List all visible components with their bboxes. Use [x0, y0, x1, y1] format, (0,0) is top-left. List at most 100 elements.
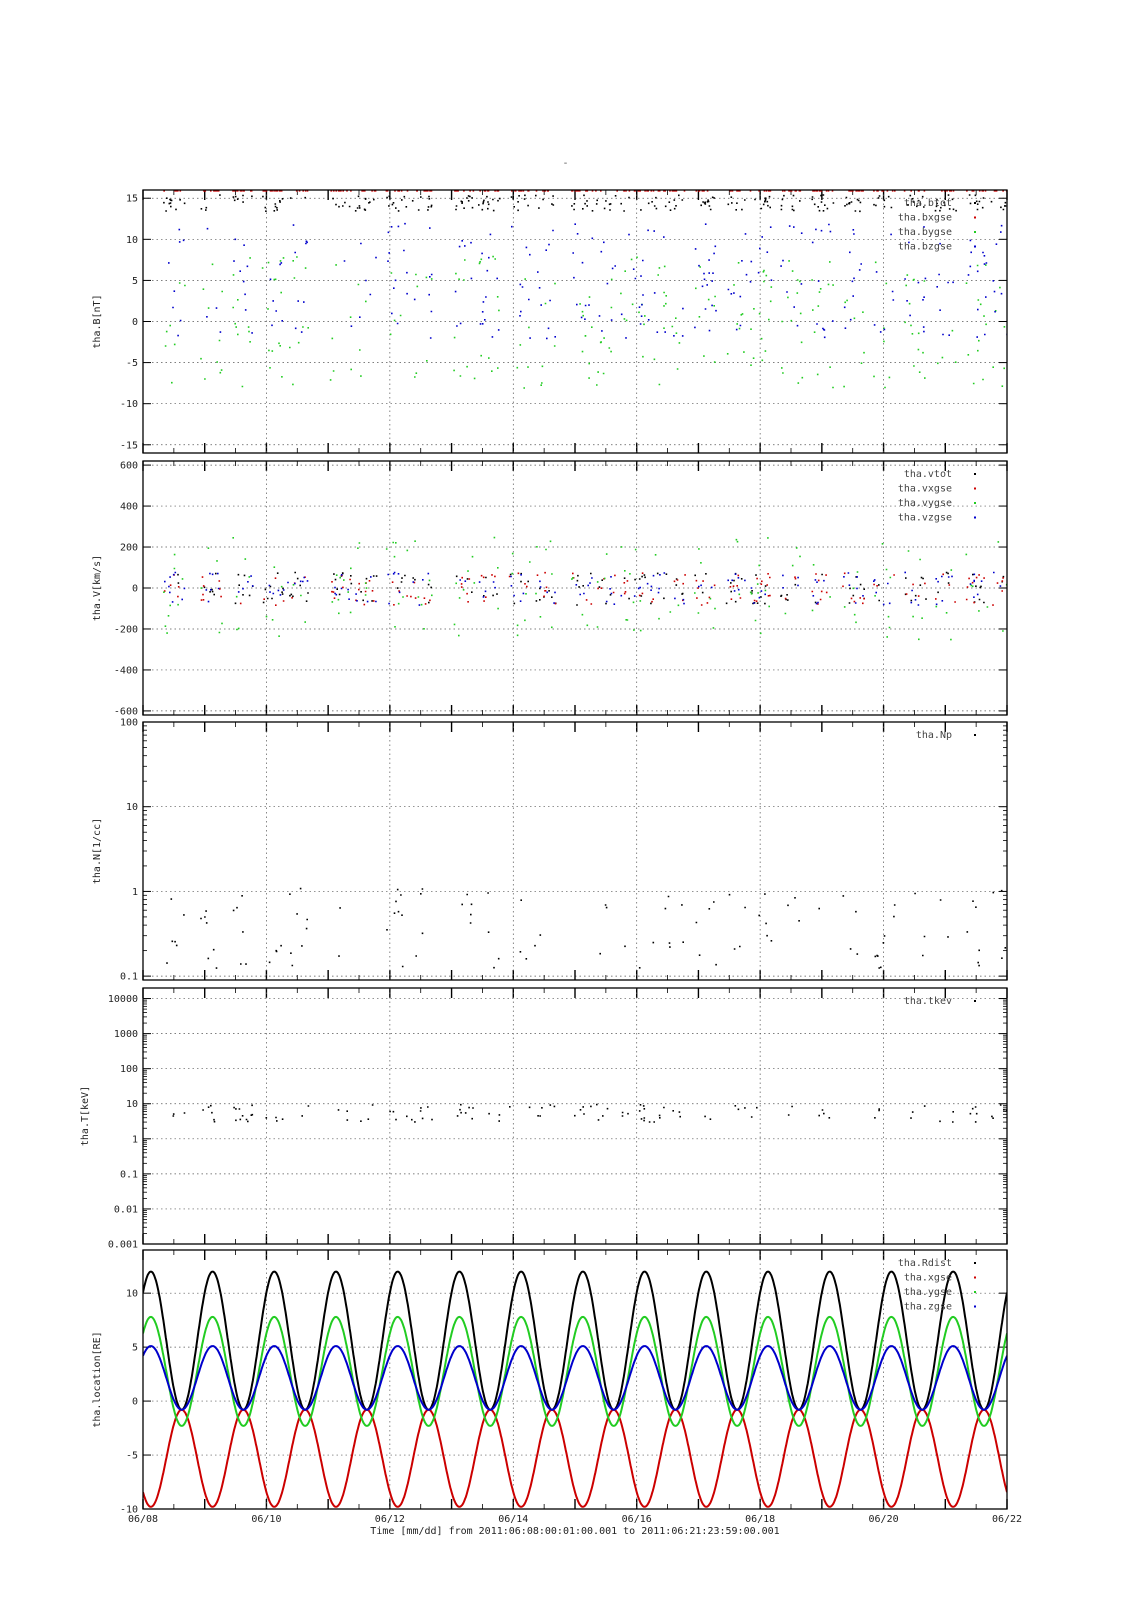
legend-marker [974, 734, 976, 736]
series-points-tha.bygse [164, 255, 1006, 389]
legend-marker [974, 1262, 976, 1264]
y-tick-label: 0.01 [114, 1204, 138, 1215]
y-tick-label: 5 [132, 276, 138, 287]
y-axis-label: tha.T[keV] [80, 1086, 91, 1146]
legend-entry-tha.bxgse: tha.bxgse [898, 213, 952, 224]
panel-5: -10 -5 0 5 10 tha.location[RE] tha.Rdist tha.xg… [92, 1249, 1008, 1516]
x-tick-label: 06/10 [251, 1514, 281, 1525]
legend-marker [974, 216, 976, 219]
series-line-tha.zgse [143, 1345, 1007, 1411]
plot-area [166, 887, 1007, 969]
y-tick-label: 5 [132, 1343, 138, 1354]
legend-marker [974, 202, 976, 204]
y-tick-label: 400 [120, 502, 138, 513]
legend-marker [974, 502, 976, 504]
y-tick-label: 0.001 [108, 1240, 138, 1251]
y-tick-label: -400 [114, 665, 138, 676]
series-line-tha.xgse [143, 1408, 1007, 1508]
y-tick-label: 600 [120, 461, 138, 472]
series-points-tha.vtot [177, 571, 1005, 606]
y-axis-label: tha.location[RE] [92, 1331, 103, 1427]
y-tick-label: 100 [120, 1064, 138, 1075]
legend-marker [974, 1291, 976, 1293]
legend-marker [974, 1000, 976, 1002]
plot-area [143, 1270, 1007, 1508]
panel-1: -15 -10 -5 0 5 10 15 tha.B[nT] tha.btot tha.bxgse… [92, 189, 1008, 454]
series-line-tha.Rdist [143, 1270, 1007, 1411]
x-axis-label: Time [mm/dd] from 2011:06:08:00:01:00.00… [370, 1526, 779, 1537]
page-title: - [562, 158, 569, 169]
series-points-tha.bzgse [168, 222, 1007, 340]
y-tick-label: -10 [120, 1505, 138, 1516]
legend-marker [974, 1276, 976, 1279]
series-line-tha.ygse [143, 1315, 1007, 1427]
series-points-tha.Np [166, 887, 1007, 969]
y-tick-label: -5 [126, 358, 138, 369]
series-points-tha.tkev [172, 1103, 1007, 1123]
legend-entry-tha.Rdist: tha.Rdist [898, 1258, 952, 1269]
legend-entry-tha.zgse: tha.zgse [904, 1302, 952, 1313]
x-tick-label: 06/18 [745, 1514, 775, 1525]
panel-frame [142, 460, 1008, 716]
series-points-tha.vxgse [163, 571, 1004, 606]
x-tick-label: 06/12 [375, 1514, 405, 1525]
panel-3: 0.1 1 10 100 tha.N[1/cc] tha.Np [92, 718, 1008, 983]
x-tick-label: 06/14 [498, 1514, 528, 1525]
legend-entry-tha.vzgse: tha.vzgse [898, 513, 952, 524]
legend-marker [974, 487, 976, 490]
y-tick-label: 1 [132, 1134, 138, 1145]
legend-entry-tha.btot: tha.btot [904, 198, 952, 209]
y-tick-label: -600 [114, 706, 138, 717]
plot-area [163, 190, 1007, 389]
panel-frame [142, 987, 1008, 1245]
y-axis-label: tha.V[km/s] [92, 555, 103, 621]
legend-entry-tha.bygse: tha.bygse [898, 227, 952, 238]
x-tick-label: 06/22 [992, 1514, 1022, 1525]
y-tick-label: 10 [126, 802, 138, 813]
legend-entry-tha.vygse: tha.vygse [898, 498, 952, 509]
legend-marker [974, 473, 976, 475]
panel-frame [142, 189, 1008, 454]
x-tick-label: 06/08 [128, 1514, 158, 1525]
y-tick-label: 10 [126, 235, 138, 246]
y-tick-label: 0 [132, 1397, 138, 1408]
panel-frame [142, 721, 1008, 981]
plot-area [172, 1103, 1007, 1123]
plot-area [163, 536, 1007, 641]
y-axis-label: tha.N[1/cc] [92, 818, 103, 884]
y-tick-label: 0 [132, 584, 138, 595]
y-tick-label: 0 [132, 317, 138, 328]
y-tick-label: 0.1 [120, 1169, 138, 1180]
y-tick-label: 100 [120, 718, 138, 729]
y-tick-label: -15 [120, 440, 138, 451]
legend-marker [974, 516, 976, 519]
y-tick-label: 0.1 [120, 972, 138, 983]
legend-entry-tha.vxgse: tha.vxgse [898, 484, 952, 495]
panel-4: 0.001 0.01 0.1 1 10 100 1000 10000 tha.T[keV] tha… [80, 987, 1008, 1251]
x-tick-label: 06/20 [869, 1514, 899, 1525]
legend-entry-tha.ygse: tha.ygse [904, 1287, 952, 1298]
legend-marker [974, 1305, 976, 1308]
legend-entry-tha.vtot: tha.vtot [904, 469, 952, 480]
legend-entry-tha.Np: tha.Np [916, 730, 952, 741]
y-tick-label: 15 [126, 194, 138, 205]
legend-marker [974, 231, 976, 233]
x-tick-label: 06/16 [622, 1514, 652, 1525]
legend-entry-tha.tkev: tha.tkev [904, 996, 952, 1007]
legend-marker [974, 245, 976, 248]
y-tick-label: 10 [126, 1099, 138, 1110]
panel-2: -600 -400 -200 0 200 400 600 tha.V[km/s] tha.vto… [92, 460, 1008, 717]
y-tick-label: 1 [132, 887, 138, 898]
panel-frame [142, 1249, 1008, 1510]
series-points-tha.vzgse [164, 571, 1002, 606]
series-points-tha.vygse [163, 536, 1007, 641]
y-tick-label: 10 [126, 1289, 138, 1300]
y-tick-label: 10000 [108, 994, 138, 1005]
y-tick-label: 200 [120, 543, 138, 554]
y-tick-label: -5 [126, 1451, 138, 1462]
y-tick-label: -200 [114, 624, 138, 635]
y-tick-label: -10 [120, 399, 138, 410]
series-points-tha.btot [163, 194, 1007, 213]
legend-entry-tha.xgse: tha.xgse [904, 1273, 952, 1284]
